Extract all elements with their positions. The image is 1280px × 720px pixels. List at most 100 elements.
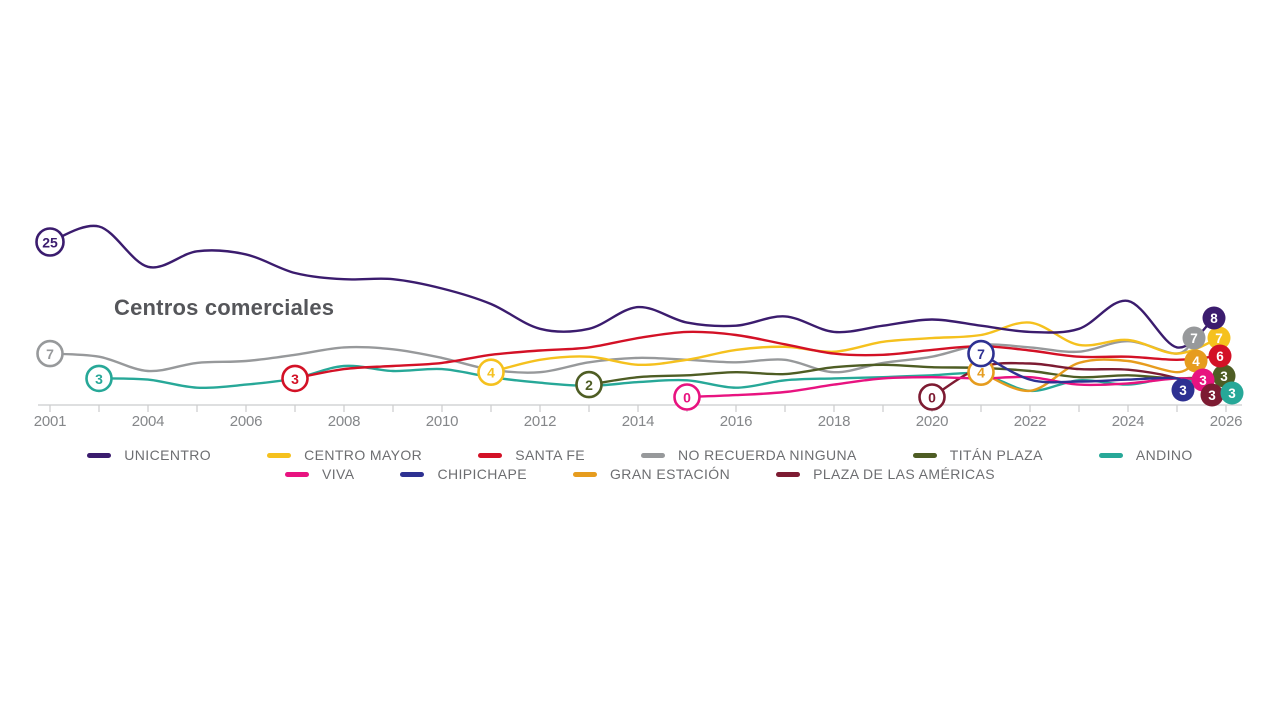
series-line-centro-mayor xyxy=(489,321,1221,374)
legend-item-viva: VIVA xyxy=(284,466,355,482)
end-marker-circle xyxy=(1208,344,1232,368)
line-chart: 2001 2004 2006 2008 2010 2012 2014 2016 2018 2020… xyxy=(34,224,1244,430)
legend-swatch-titan-plaza xyxy=(912,452,937,458)
end-marker-value: 8 xyxy=(1210,311,1218,326)
end-marker-centro-mayor: 7 xyxy=(1207,326,1231,350)
end-marker-circle xyxy=(1202,306,1226,330)
start-marker-andino: 3 xyxy=(85,364,113,393)
legend-item-gran-estacion: GRAN ESTACIÓN xyxy=(573,466,730,482)
start-marker-circle xyxy=(967,339,995,368)
end-marker-value: 3 xyxy=(1179,383,1187,398)
end-marker-value: 7 xyxy=(1215,331,1223,346)
x-axis-label-2014: 2014 xyxy=(622,413,655,430)
x-axis-label-2020: 2020 xyxy=(916,413,949,430)
end-marker-circle xyxy=(1182,326,1206,350)
x-axis-label-2008: 2008 xyxy=(328,413,361,430)
start-marker-titan-plaza: 2 xyxy=(575,370,603,399)
start-marker-santa-fe: 3 xyxy=(281,364,309,393)
legend-swatch-andino xyxy=(1098,452,1123,458)
x-axis-label-2016: 2016 xyxy=(720,413,753,430)
end-marker-value: 3 xyxy=(1199,373,1207,388)
start-marker-plaza-de-las-americas: 0 xyxy=(918,383,946,411)
start-marker-chipichape: 7 xyxy=(967,339,995,368)
legend-swatch-gran-estacion xyxy=(573,471,598,477)
start-marker-value: 7 xyxy=(46,346,54,362)
x-axis-label-2026: 2026 xyxy=(1210,413,1243,430)
start-marker-circle xyxy=(281,364,309,393)
series-line-andino xyxy=(97,364,1234,395)
start-marker-no-recuerda-ninguna: 7 xyxy=(36,339,64,368)
end-marker-gran-estacion: 4 xyxy=(1184,349,1208,373)
x-axis-label-2010: 2010 xyxy=(426,413,459,430)
series-line-unicentro xyxy=(48,224,1216,349)
series-line-santa-fe xyxy=(293,330,1222,380)
legend-swatch-santa-fe xyxy=(478,452,503,458)
legend-swatch-viva xyxy=(284,471,309,477)
legend-swatch-unicentro xyxy=(87,452,112,458)
legend-swatch-centro-mayor xyxy=(267,452,292,458)
start-marker-value: 4 xyxy=(977,365,985,381)
legend-label-gran-estacion: GRAN ESTACIÓN xyxy=(610,466,731,482)
start-marker-value: 25 xyxy=(42,235,58,251)
legend-item-santa-fe: SANTA FE xyxy=(478,447,585,463)
x-axis-label-2018: 2018 xyxy=(818,413,851,430)
chart-title: Centros comerciales xyxy=(114,295,335,320)
chart-legend: UNICENTRO CENTRO MAYOR SANTA FE NO RECUERDA… xyxy=(0,447,1280,482)
end-marker-plaza-de-las-americas: 3 xyxy=(1200,383,1224,407)
end-marker-circle xyxy=(1207,326,1231,350)
legend-item-titan-plaza: TITÁN PLAZA xyxy=(912,447,1043,463)
x-axis-label-2006: 2006 xyxy=(230,413,263,430)
legend-label-andino: ANDINO xyxy=(1135,447,1193,463)
start-marker-value: 3 xyxy=(95,371,103,387)
legend-item-no-recuerda-ninguna: NO RECUERDA NINGUNA xyxy=(641,447,857,463)
start-marker-value: 4 xyxy=(487,365,495,381)
series-line-titan-plaza xyxy=(587,363,1226,386)
end-marker-value: 7 xyxy=(1190,331,1198,346)
series-line-gran-estacion xyxy=(979,358,1198,393)
legend-item-unicentro: UNICENTRO xyxy=(87,447,211,463)
legend-label-santa-fe: SANTA FE xyxy=(515,447,586,463)
end-marker-value: 3 xyxy=(1220,369,1228,384)
legend-swatch-plaza-de-las-americas xyxy=(776,471,801,477)
legend-row-2: VIVA CHIPICHAPE GRAN ESTACIÓN PLAZA DE LAS … xyxy=(284,466,995,482)
legend-item-centro-mayor: CENTRO MAYOR xyxy=(267,447,422,463)
end-marker-value: 3 xyxy=(1208,388,1216,403)
start-marker-circle xyxy=(575,370,603,399)
legend-label-chipichape: CHIPICHAPE xyxy=(437,466,528,482)
x-axis-label-2022: 2022 xyxy=(1014,413,1047,430)
end-marker-andino: 3 xyxy=(1220,381,1244,405)
start-marker-circle xyxy=(673,383,701,411)
start-marker-value: 3 xyxy=(291,371,299,387)
start-marker-viva: 0 xyxy=(673,383,701,411)
start-marker-circle xyxy=(85,364,113,393)
legend-item-chipichape: CHIPICHAPE xyxy=(400,466,527,482)
end-marker-value: 4 xyxy=(1192,354,1200,369)
end-marker-circle xyxy=(1200,383,1224,407)
start-marker-centro-mayor: 4 xyxy=(477,358,505,387)
start-marker-value: 7 xyxy=(977,346,985,362)
series-line-viva xyxy=(685,375,1205,399)
start-marker-circle xyxy=(918,383,946,411)
start-marker-value: 0 xyxy=(683,390,691,406)
legend-item-plaza-de-las-americas: PLAZA DE LAS AMÉRICAS xyxy=(776,466,995,482)
end-marker-value: 3 xyxy=(1228,386,1236,401)
series-line-no-recuerda-ninguna xyxy=(48,336,1196,374)
start-marker-circle xyxy=(477,358,505,387)
legend-label-titan-plaza: TITÁN PLAZA xyxy=(949,447,1043,463)
x-axis-label-2004: 2004 xyxy=(132,413,165,430)
end-marker-unicentro: 8 xyxy=(1202,306,1226,330)
x-axis: 2001 2004 2006 2008 2010 2012 2014 2016 2018 2020… xyxy=(34,404,1243,430)
legend-label-plaza-de-las-americas: PLAZA DE LAS AMÉRICAS xyxy=(813,466,996,482)
legend-swatch-no-recuerda-ninguna xyxy=(641,452,666,458)
legend-label-viva: VIVA xyxy=(321,466,355,482)
start-marker-value: 0 xyxy=(928,390,936,406)
end-marker-circle xyxy=(1184,349,1208,373)
end-marker-circle xyxy=(1220,381,1244,405)
legend-swatch-chipichape xyxy=(400,471,425,477)
legend-label-no-recuerda-ninguna: NO RECUERDA NINGUNA xyxy=(678,447,857,463)
legend-row-1: UNICENTRO CENTRO MAYOR SANTA FE NO RECUERDA… xyxy=(87,447,1192,463)
end-marker-value: 6 xyxy=(1216,349,1224,364)
start-marker-circle xyxy=(35,227,65,257)
end-marker-circle xyxy=(1171,378,1195,402)
